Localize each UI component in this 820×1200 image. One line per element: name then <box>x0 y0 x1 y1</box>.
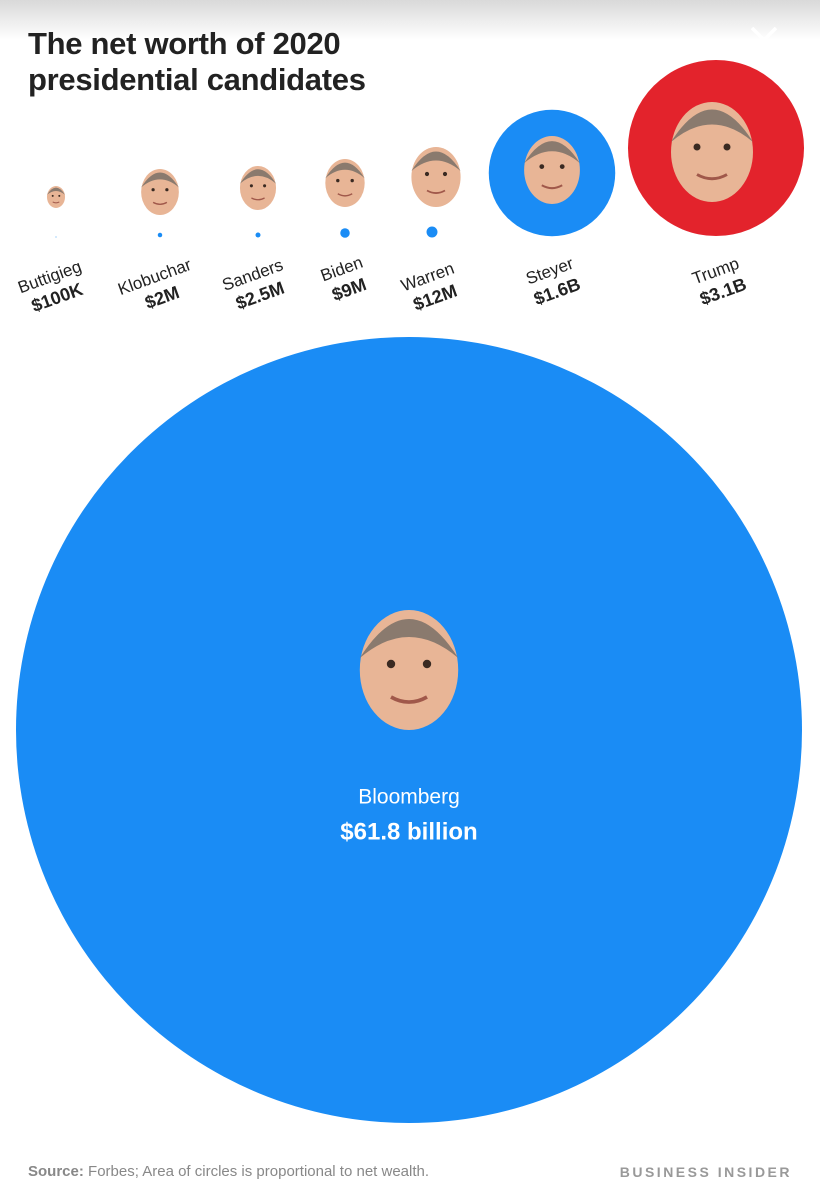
bubble-label: Klobuchar$2M <box>115 255 194 313</box>
mouth <box>152 201 168 205</box>
hair <box>46 187 66 195</box>
eye <box>51 194 54 197</box>
bubble <box>340 228 350 238</box>
eye <box>151 188 155 192</box>
bubble-label: Warren$12M <box>399 259 460 315</box>
mouth <box>541 184 563 190</box>
hair <box>671 109 753 142</box>
brand: BUSINESS INSIDER <box>619 1164 792 1180</box>
eye <box>249 184 253 188</box>
bubble-label: Steyer$1.6B <box>523 254 583 310</box>
chart-title: The net worth of 2020 presidential candi… <box>28 26 366 97</box>
bubble <box>157 232 163 238</box>
bubble-name: Bloomberg <box>358 786 460 809</box>
source-label: Source: <box>28 1163 84 1180</box>
value-label: $61.8 billion <box>340 818 477 845</box>
mouth <box>52 201 60 204</box>
eye <box>336 178 340 183</box>
hair <box>239 169 277 184</box>
eye <box>693 143 701 151</box>
close-button[interactable] <box>746 22 782 58</box>
mouth <box>696 173 728 181</box>
bubble-label: Trump$3.1B <box>690 254 749 309</box>
hair <box>325 162 365 179</box>
bubble <box>55 236 57 238</box>
bubble-label: Biden$9M <box>318 253 369 305</box>
eye <box>539 164 545 169</box>
bubble <box>426 226 438 238</box>
bubble-label: Buttigieg$100K <box>15 257 85 316</box>
mouth <box>426 189 446 194</box>
hair <box>524 141 580 164</box>
eye <box>165 188 169 192</box>
hair <box>411 151 461 171</box>
eye <box>442 171 448 177</box>
eye <box>424 171 430 177</box>
mouth <box>251 197 265 201</box>
close-icon <box>750 26 778 54</box>
mouth <box>390 695 428 704</box>
source: Source: Forbes; Area of circles is propo… <box>28 1163 429 1180</box>
eye <box>263 184 267 188</box>
top-shade <box>0 0 820 40</box>
eye <box>350 178 354 183</box>
source-text: Forbes; Area of circles is proportional … <box>88 1163 430 1180</box>
hair <box>359 619 459 658</box>
hair <box>141 172 179 188</box>
mouth <box>337 193 353 197</box>
eye <box>559 164 565 169</box>
eye <box>422 659 432 669</box>
bubble <box>255 232 261 238</box>
eye <box>723 143 731 151</box>
bubble-label: Sanders$2.5M <box>220 255 287 313</box>
eye <box>386 659 396 669</box>
eye <box>58 194 61 197</box>
